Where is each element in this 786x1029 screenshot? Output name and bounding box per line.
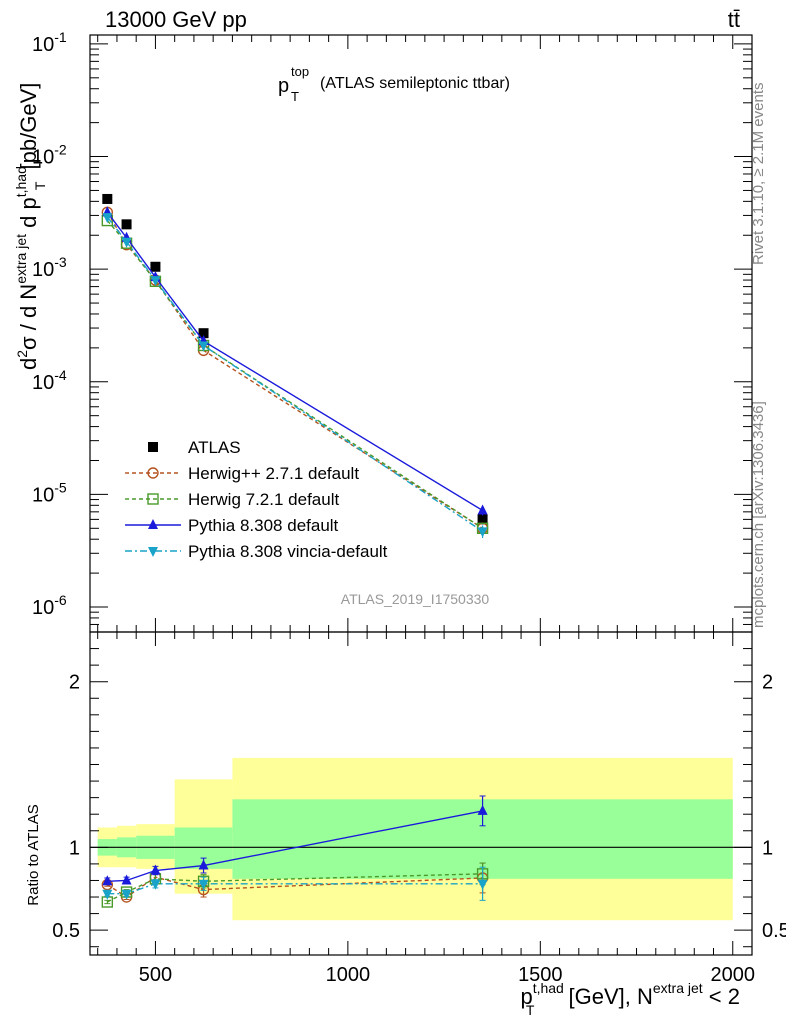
y-tick-label-exp: -5	[54, 479, 67, 495]
analysis-id: ATLAS_2019_I1750330	[341, 591, 490, 607]
legend-marker-herwigpp	[147, 467, 159, 479]
ratio-y-tick-label: 0.5	[52, 920, 80, 942]
ratio-point-pythia	[121, 874, 132, 885]
ratio-point-vincia	[150, 879, 161, 890]
legend-marker-vincia	[148, 547, 158, 557]
y-tick-label: 10-3	[32, 254, 67, 281]
legend: ATLAS Herwig++ 2.7.1 default Herwig 7.2.1 …	[125, 438, 388, 561]
y-tick-label-base: 10	[32, 147, 54, 169]
plot-title: p top T (ATLAS semileptonic ttbar)	[278, 64, 510, 104]
y-tick-label: 10-1	[32, 29, 67, 56]
process-label: tt̄	[728, 7, 740, 32]
ratio-y-tick-label: 1	[69, 837, 80, 859]
point-vincia	[477, 527, 488, 538]
ratio-y-tick-label-right: 2	[762, 672, 773, 694]
y-tick-label-base: 10	[32, 34, 54, 56]
rivet-version-label: Rivet 3.1.10, ≥ 2.1M events	[750, 83, 767, 266]
y-tick-label-exp: -4	[54, 367, 67, 383]
legend-label-herwigpp: Herwig++ 2.7.1 default	[188, 464, 359, 483]
point-vincia	[121, 237, 132, 248]
ratio-point-pythia	[150, 864, 161, 875]
point-vincia	[102, 213, 113, 224]
ratio-ylabel: Ratio to ATLAS	[25, 804, 42, 905]
point-pythia	[477, 504, 488, 515]
y-tick-label-exp: -2	[54, 142, 67, 158]
x-tick-label: 1000	[326, 964, 371, 986]
series-line-vincia	[106, 216, 483, 532]
ratio-y-tick-label-right: 0.5	[762, 920, 786, 942]
y-tick-label-base: 10	[32, 484, 54, 506]
legend-marker-herwig7	[147, 493, 159, 505]
mcplots-label: mcplots.cern.ch [arXiv:1306.3436]	[750, 401, 767, 628]
plot-title-main: p	[278, 75, 289, 97]
point-data	[150, 261, 161, 272]
point-vincia	[150, 276, 161, 287]
point-vincia	[198, 341, 209, 352]
energy-label: 13000 GeV pp	[105, 7, 247, 32]
point-data	[477, 514, 488, 525]
y-tick-label-exp: -1	[54, 29, 67, 45]
y-tick-label-base: 10	[32, 259, 54, 281]
ratio-y-tick-label-right: 1	[762, 837, 773, 859]
ratio-point-pythia	[102, 875, 113, 886]
point-data	[121, 219, 132, 230]
ratio-panel: 500 1000 1500 2000 0.5 0.5 1 1 2 2	[52, 35, 786, 986]
y-tick-label-exp: -6	[54, 592, 67, 608]
main-panel: 10-610-510-410-310-210-1	[32, 29, 753, 955]
ratio-point-vincia	[102, 889, 113, 900]
y-tick-label: 10-2	[32, 142, 67, 169]
x-tick-label: 1500	[518, 964, 563, 986]
ratio-point-vincia	[198, 879, 209, 890]
ratio-point-pythia	[198, 859, 209, 870]
legend-marker-pythia	[148, 519, 158, 529]
ratio-xlabel: pt,had T [GeV], Nextra jet < 2	[520, 980, 740, 1018]
ratio-y-tick-label: 2	[69, 672, 80, 694]
y-tick-label-base: 10	[32, 597, 54, 619]
point-data	[102, 193, 113, 204]
legend-marker-data	[148, 442, 158, 452]
plot-title-sup: top	[291, 64, 309, 79]
point-data	[198, 328, 209, 339]
legend-label-pythia: Pythia 8.308 default	[188, 516, 339, 535]
ratio-point-vincia	[477, 879, 488, 890]
ratio-frame	[89, 631, 753, 956]
legend-label-herwig7: Herwig 7.2.1 default	[188, 490, 339, 509]
svg-text:p: p	[278, 75, 289, 97]
plot-title-suffix: (ATLAS semileptonic ttbar)	[320, 75, 510, 92]
ratio-point-pythia	[477, 804, 488, 815]
x-tick-label: 2000	[711, 964, 756, 986]
y-tick-label: 10-6	[32, 592, 67, 619]
ratio-point-vincia	[121, 889, 132, 900]
ratio-line-herwig7	[106, 873, 483, 903]
legend-label-vincia: Pythia 8.308 vincia-default	[188, 542, 388, 561]
main-ylabel: d2σ / d Nextra jet d pt,had T [pb/GeV]	[13, 83, 48, 370]
y-tick-label-base: 10	[32, 372, 54, 394]
legend-label-data: ATLAS	[188, 438, 241, 457]
y-tick-label-exp: -3	[54, 254, 67, 270]
y-tick-label: 10-4	[32, 367, 67, 394]
x-tick-label: 500	[139, 964, 172, 986]
y-tick-label: 10-5	[32, 479, 67, 506]
plot-title-sub: T	[291, 89, 299, 104]
